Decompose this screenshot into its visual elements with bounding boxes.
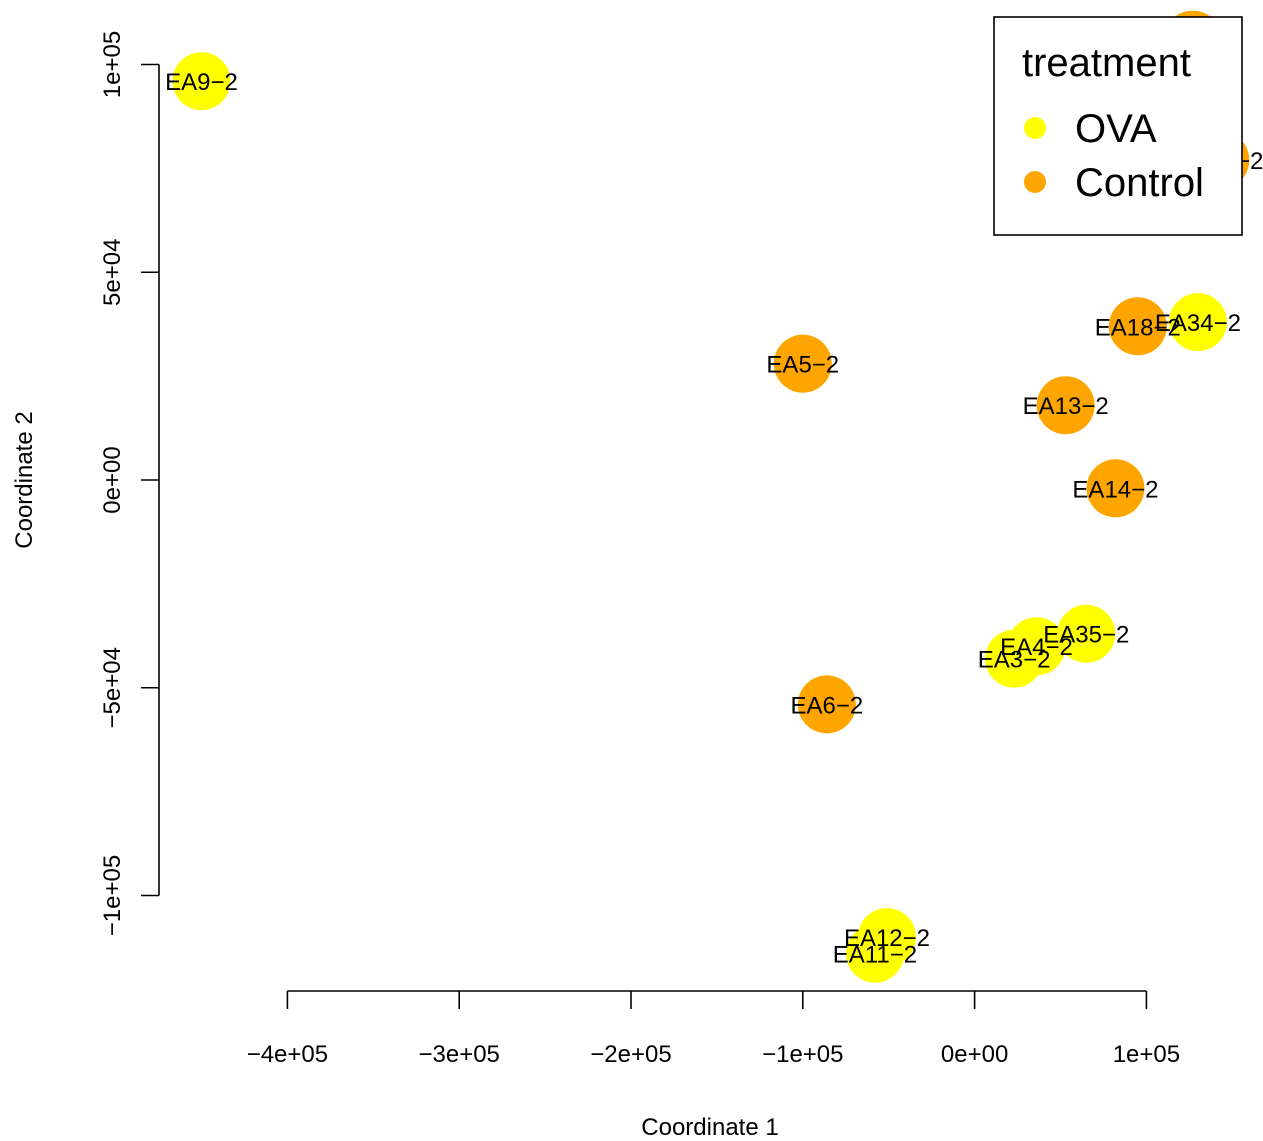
data-point xyxy=(1036,376,1095,435)
y-axis-title: Coordinate 2 xyxy=(11,411,38,548)
points-layer xyxy=(172,10,1250,983)
legend: treatment OVA Control xyxy=(993,16,1243,236)
point-label: EA14−2 xyxy=(1072,476,1158,503)
point-label: EA12−2 xyxy=(844,925,930,952)
legend-swatch xyxy=(1024,171,1046,193)
x-tick-label: −3e+05 xyxy=(418,1041,499,1068)
y-axis: −1e+05 −5e+04 0e+00 5e+04 1e+05 xyxy=(99,31,160,936)
y-tick-label: −1e+05 xyxy=(99,855,126,936)
x-tick-label: 1e+05 xyxy=(1113,1041,1180,1068)
point-label: EA34−2 xyxy=(1155,310,1241,337)
legend-entries: OVA Control xyxy=(1024,107,1204,205)
y-tick-label: 0e+00 xyxy=(99,446,126,513)
data-point xyxy=(845,924,904,983)
x-tick-label: −2e+05 xyxy=(590,1041,671,1068)
data-point xyxy=(773,334,832,393)
data-point xyxy=(1057,604,1116,663)
x-axis-title: Coordinate 1 xyxy=(641,1114,778,1141)
data-point xyxy=(1168,293,1227,352)
point-label: EA6−2 xyxy=(790,692,863,719)
x-tick-label: −1e+05 xyxy=(762,1041,843,1068)
point-label: EA5−2 xyxy=(766,352,839,379)
point-label: EA35−2 xyxy=(1043,622,1129,649)
data-point xyxy=(985,629,1044,688)
legend-title: treatment xyxy=(1022,41,1191,85)
point-label: EA13−2 xyxy=(1023,393,1109,420)
y-tick-label: −5e+04 xyxy=(99,647,126,728)
point-label: EA4−2 xyxy=(1000,634,1073,661)
point-label: EA3−2 xyxy=(978,647,1051,674)
y-tick-label: 1e+05 xyxy=(99,31,126,98)
x-axis: −4e+05 −3e+05 −2e+05 −1e+05 0e+00 1e+05 xyxy=(247,990,1180,1068)
legend-swatch xyxy=(1024,117,1046,139)
legend-entry-label: OVA xyxy=(1075,107,1157,151)
data-point xyxy=(1086,459,1145,518)
x-tick-label: 0e+00 xyxy=(941,1041,1008,1068)
x-tick-label: −4e+05 xyxy=(247,1041,328,1068)
point-label: EA11−2 xyxy=(833,942,917,969)
point-label: EA18−2 xyxy=(1095,314,1181,341)
data-point xyxy=(1108,297,1167,356)
point-label: EA9−2 xyxy=(165,69,238,96)
y-tick-label: 5e+04 xyxy=(99,239,126,306)
data-point xyxy=(797,675,856,734)
data-point xyxy=(172,52,231,111)
legend-entry-label: Control xyxy=(1075,161,1204,205)
